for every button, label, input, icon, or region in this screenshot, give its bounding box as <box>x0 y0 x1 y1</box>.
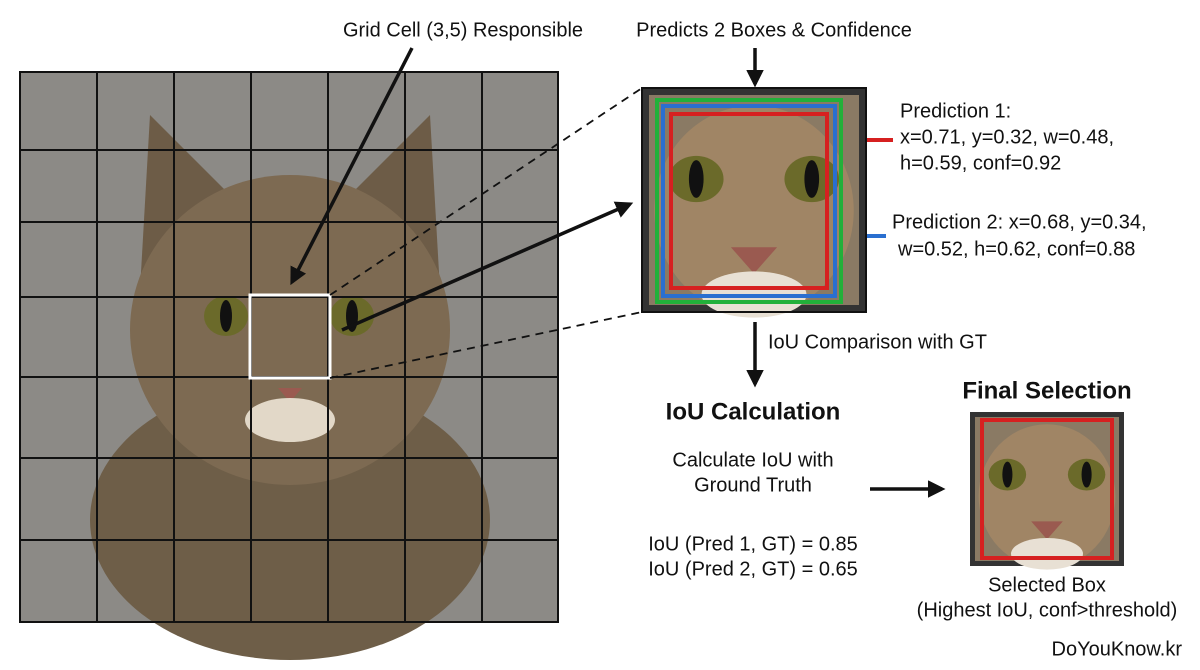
iou-title: IoU Calculation <box>666 398 841 425</box>
connectors <box>290 47 946 498</box>
iou-description: Ground Truth <box>694 474 812 496</box>
prediction-2: w=0.52, h=0.62, conf=0.88 <box>897 238 1135 260</box>
predict-label: Predicts 2 Boxes & Confidence <box>636 19 912 41</box>
grid-label: Grid Cell (3,5) Responsible <box>343 19 583 41</box>
iou-result: IoU (Pred 1, GT) = 0.85 <box>648 533 858 555</box>
iou-description: Calculate IoU with <box>672 449 833 471</box>
final-box <box>970 412 1124 570</box>
prediction-2: Prediction 2: x=0.68, y=0.34, <box>892 211 1147 233</box>
iou-result: IoU (Pred 2, GT) = 0.65 <box>648 558 858 580</box>
cat-image <box>19 71 559 660</box>
prediction-1: x=0.71, y=0.32, w=0.48, <box>900 126 1114 148</box>
final-caption: Selected Box <box>988 574 1106 596</box>
final-caption: (Highest IoU, conf>threshold) <box>917 599 1178 621</box>
watermark: DoYouKnow.kr <box>1052 638 1183 660</box>
zoom-cell <box>641 87 867 318</box>
iou-arrow-label: IoU Comparison with GT <box>768 331 987 353</box>
prediction-1: h=0.59, conf=0.92 <box>900 152 1061 174</box>
final-title: Final Selection <box>962 377 1131 404</box>
prediction-1: Prediction 1: <box>900 100 1011 122</box>
